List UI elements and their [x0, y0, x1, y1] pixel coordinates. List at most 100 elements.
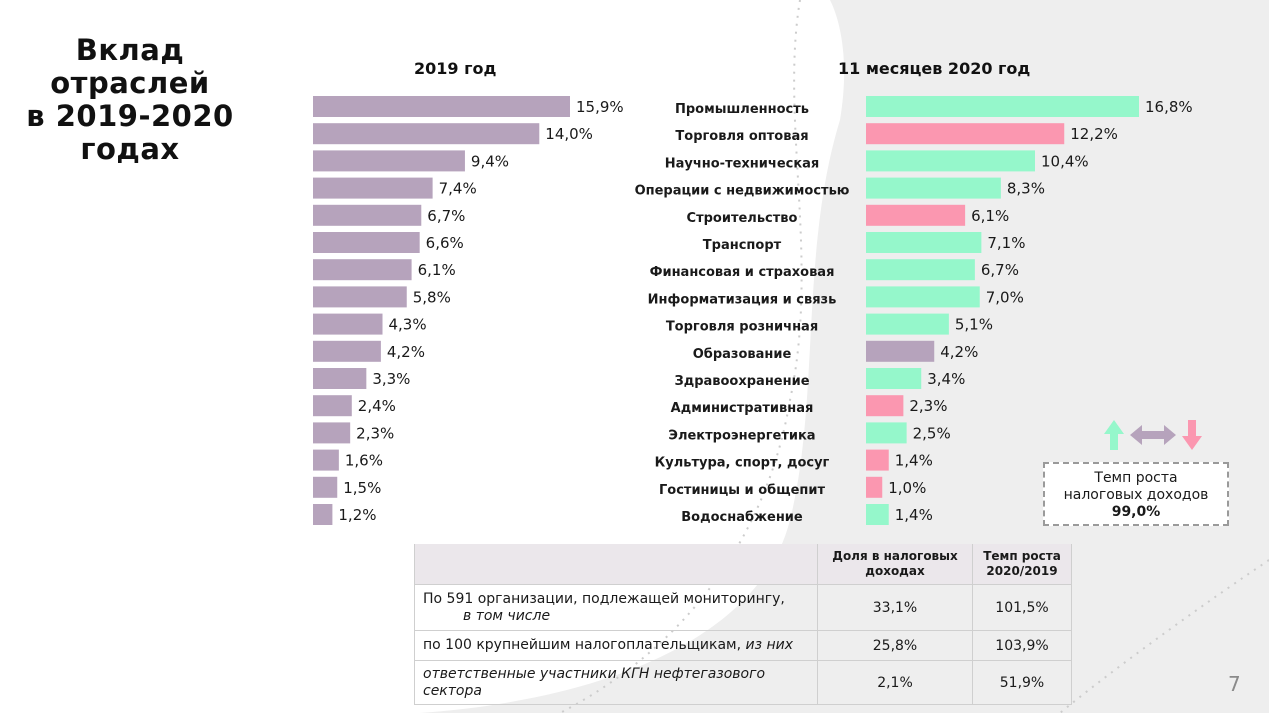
- bar-2020: [866, 286, 980, 308]
- table-row: ответственные участники КГН нефтегазовог…: [414, 660, 1072, 705]
- bar-2020-label: 1,0%: [888, 479, 926, 497]
- table-cell: 25,8%: [817, 630, 973, 661]
- table-cell: 101,5%: [972, 584, 1072, 631]
- bar-2019: [313, 150, 465, 172]
- bar-2019: [313, 449, 339, 471]
- category-label: Административная: [671, 401, 814, 416]
- table-header-row: Доля в налоговых доходах Темп роста 2020…: [414, 544, 1072, 585]
- legend-line: налоговых доходов: [1063, 487, 1209, 503]
- category-label: Информатизация и связь: [648, 292, 837, 307]
- bar-2019: [313, 259, 412, 281]
- chart-2019-title: 2019 год: [414, 59, 497, 78]
- table-header: Темп роста 2020/2019: [972, 544, 1072, 585]
- bar-2019-label: 5,8%: [413, 288, 451, 306]
- bar-2019: [313, 204, 422, 226]
- row-label-italic: в том числе: [463, 607, 551, 624]
- bar-2020: [866, 340, 935, 362]
- arrow-left-right-icon: [1130, 425, 1176, 445]
- bar-2019-label: 2,4%: [358, 397, 396, 415]
- category-label: Торговля розничная: [666, 320, 818, 335]
- table-cell-label: по 100 крупнейшим налогоплательщикам, из…: [414, 630, 818, 661]
- bar-2020-label: 3,4%: [927, 370, 965, 388]
- bar-2019: [313, 395, 352, 417]
- bar-2019-label: 3,3%: [372, 370, 410, 388]
- bar-2019-label: 4,2%: [387, 343, 425, 361]
- table-cell: 2,1%: [817, 660, 973, 705]
- bar-2019-label: 6,6%: [426, 234, 464, 252]
- category-label: Электроэнергетика: [668, 428, 815, 443]
- bar-2020-label: 5,1%: [955, 316, 993, 334]
- bar-2020-label: 7,1%: [987, 234, 1025, 252]
- bar-2019-label: 1,2%: [338, 506, 376, 524]
- bar-2019: [313, 313, 383, 335]
- table-header-empty: [414, 544, 818, 585]
- bar-2020: [866, 204, 966, 226]
- bar-2019-label: 15,9%: [576, 98, 624, 116]
- category-label: Промышленность: [675, 102, 809, 117]
- bar-2020-label: 10,4%: [1041, 152, 1089, 170]
- bar-2020: [866, 177, 1001, 199]
- bar-2020: [866, 476, 883, 498]
- table-cell: 103,9%: [972, 630, 1072, 661]
- row-label: По 591 организации, подлежащей мониторин…: [423, 590, 785, 607]
- bar-2019: [313, 422, 351, 444]
- bar-2020: [866, 422, 907, 444]
- category-label: Водоснабжение: [681, 510, 803, 525]
- bar-2019: [313, 96, 570, 117]
- bar-2019: [313, 476, 338, 498]
- table-cell-label: ответственные участники КГН нефтегазовог…: [414, 660, 818, 705]
- bar-2019-label: 2,3%: [356, 424, 394, 442]
- bar-2020-label: 12,2%: [1070, 125, 1118, 143]
- category-label: Операции с недвижимостью: [635, 184, 850, 199]
- bar-2019: [313, 232, 420, 253]
- table-cell-label: По 591 организации, подлежащей мониторин…: [414, 584, 818, 631]
- arrow-down-icon: [1182, 420, 1202, 450]
- bar-2019-label: 14,0%: [545, 125, 593, 143]
- bar-2020-label: 2,5%: [913, 424, 951, 442]
- page-number: 7: [1228, 672, 1241, 696]
- bar-2020-label: 4,2%: [940, 343, 978, 361]
- category-label: Торговля оптовая: [675, 129, 808, 144]
- bar-2019-label: 7,4%: [439, 180, 477, 198]
- title-line: Вклад: [75, 33, 185, 67]
- bar-2020: [866, 368, 922, 389]
- table-header: Доля в налоговых доходах: [817, 544, 973, 585]
- summary-table: Доля в налоговых доходах Темп роста 2020…: [414, 544, 1072, 705]
- row-label-italic: из них: [745, 637, 794, 653]
- category-label: Строительство: [687, 211, 798, 226]
- bar-2019-label: 4,3%: [389, 316, 427, 334]
- bar-2020-label: 6,7%: [981, 261, 1019, 279]
- bar-2020: [866, 313, 949, 335]
- bar-2019: [313, 368, 367, 389]
- bar-2020-label: 16,8%: [1145, 98, 1193, 116]
- bar-2020-label: 1,4%: [895, 452, 933, 470]
- bar-2020: [866, 123, 1065, 145]
- arrow-up-icon: [1104, 420, 1124, 450]
- bar-2020: [866, 150, 1035, 172]
- table-cell: 51,9%: [972, 660, 1072, 705]
- bar-2020-label: 8,3%: [1007, 180, 1045, 198]
- bar-2019-label: 1,5%: [343, 479, 381, 497]
- category-label: Здравоохранение: [674, 374, 809, 389]
- category-label: Гостиницы и общепит: [659, 483, 825, 498]
- bar-2020: [866, 395, 904, 417]
- bar-2019: [313, 286, 407, 308]
- bar-2019-label: 6,1%: [418, 261, 456, 279]
- category-label: Образование: [693, 347, 792, 362]
- slide-title: Вклад отраслей в 2019-2020 годах: [10, 34, 250, 166]
- title-line: отраслей: [50, 66, 210, 100]
- bar-2019-label: 6,7%: [427, 207, 465, 225]
- bar-2020: [866, 232, 982, 253]
- growth-legend-arrows: [1104, 420, 1202, 450]
- category-label: Транспорт: [703, 238, 782, 253]
- chart-2020-title: 11 месяцев 2020 год: [838, 59, 1031, 78]
- bar-2019-label: 1,6%: [345, 452, 383, 470]
- row-label-italic: ответственные участники КГН нефтегазовог…: [423, 665, 766, 699]
- category-label: Культура, спорт, досуг: [655, 456, 830, 471]
- bar-2020-label: 7,0%: [986, 288, 1024, 306]
- title-line: годах: [80, 132, 180, 166]
- bar-2020-label: 6,1%: [971, 207, 1009, 225]
- bar-2019: [313, 340, 381, 362]
- bar-2020: [866, 96, 1139, 117]
